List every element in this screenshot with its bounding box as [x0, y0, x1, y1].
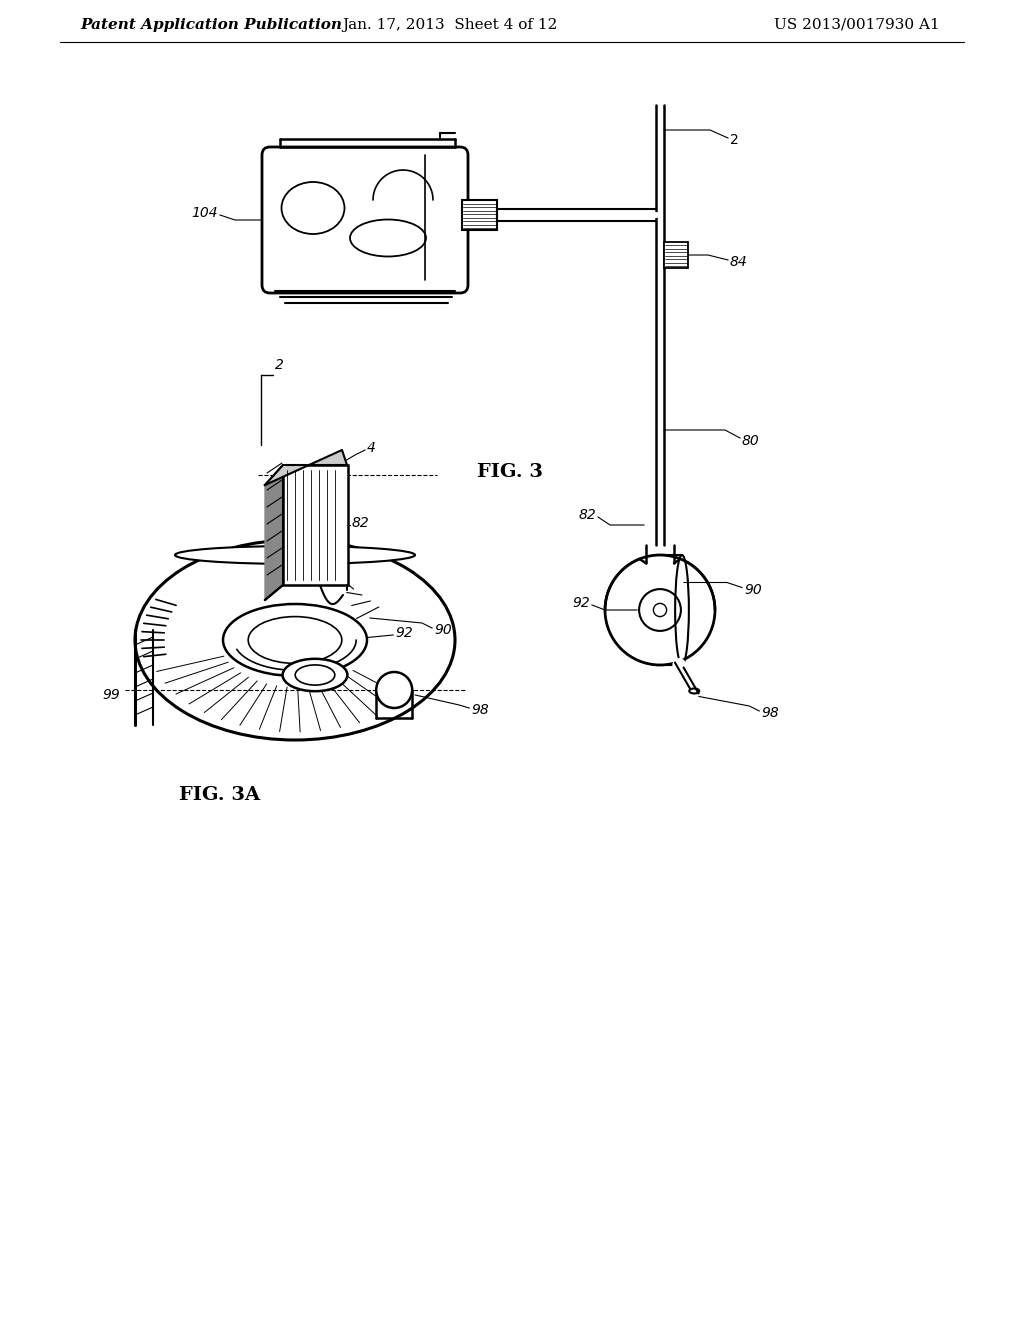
Text: FIG. 3A: FIG. 3A — [179, 785, 260, 804]
Text: 99: 99 — [102, 688, 120, 702]
Bar — [462, 201, 497, 230]
Text: Jan. 17, 2013  Sheet 4 of 12: Jan. 17, 2013 Sheet 4 of 12 — [342, 18, 558, 32]
Text: 4: 4 — [367, 441, 376, 455]
Text: 82: 82 — [352, 516, 370, 531]
FancyBboxPatch shape — [262, 147, 468, 293]
Text: 104: 104 — [191, 206, 218, 220]
Text: Patent Application Publication: Patent Application Publication — [80, 18, 342, 32]
Ellipse shape — [223, 605, 367, 676]
Text: 92: 92 — [572, 597, 590, 610]
Text: 82: 82 — [579, 508, 596, 521]
Text: 2: 2 — [730, 133, 738, 147]
Bar — [283, 465, 348, 585]
Polygon shape — [265, 465, 283, 601]
Text: 92: 92 — [395, 626, 413, 640]
Polygon shape — [265, 450, 347, 484]
Text: 84: 84 — [730, 255, 748, 269]
Ellipse shape — [283, 659, 347, 692]
Ellipse shape — [689, 689, 699, 693]
Text: 98: 98 — [761, 706, 779, 719]
Text: US 2013/0017930 A1: US 2013/0017930 A1 — [774, 18, 940, 32]
Circle shape — [376, 672, 413, 708]
Text: 90: 90 — [744, 582, 762, 597]
Text: 80: 80 — [742, 434, 760, 447]
Text: 98: 98 — [471, 704, 488, 717]
Text: FIG. 3: FIG. 3 — [477, 463, 543, 480]
Ellipse shape — [675, 554, 689, 665]
Text: 90: 90 — [434, 623, 452, 638]
Ellipse shape — [135, 540, 455, 741]
Bar — [664, 242, 688, 268]
Ellipse shape — [175, 546, 415, 564]
Text: 2: 2 — [275, 358, 284, 372]
